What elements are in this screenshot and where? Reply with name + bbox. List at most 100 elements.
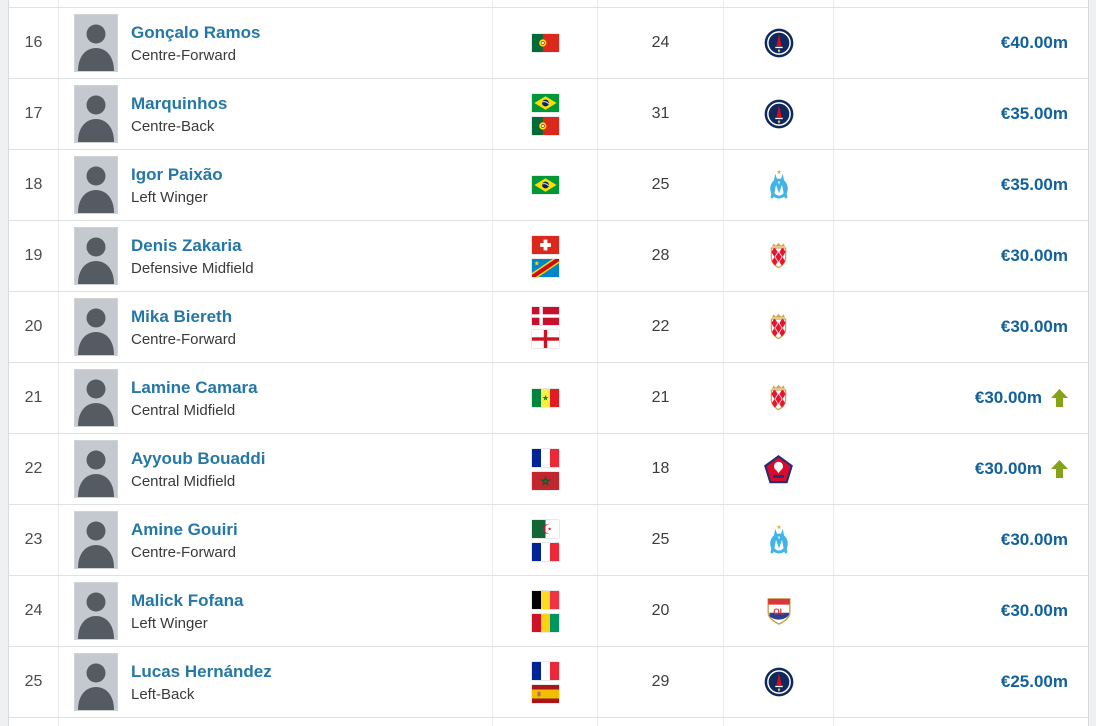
player-name-link[interactable]: Denis Zakaria (131, 235, 242, 255)
age: 18 (651, 460, 670, 477)
partial-row (9, 0, 1088, 8)
partial-cell (598, 718, 724, 726)
age: 25 (651, 531, 670, 548)
table-row: 21 Lamine Camara Central Midfield 21 €30.00m (9, 363, 1088, 434)
market-value-cell: €40.00m (834, 8, 1088, 78)
table-row: 24 Malick Fofana Left Winger 20 OL €30.00m (9, 576, 1088, 647)
flag-senegal-icon (531, 389, 559, 407)
partial-cell (59, 0, 493, 7)
rank: 23 (24, 531, 43, 548)
rank: 22 (24, 460, 43, 477)
player-text: Denis Zakaria Defensive Midfield (131, 236, 254, 277)
age-cell: 29 (598, 647, 724, 717)
club-cell (724, 363, 834, 433)
market-value-cell: €30.00m (834, 434, 1088, 504)
rank-cell: 22 (9, 434, 59, 504)
club-badge-olympique-marseille-icon[interactable] (764, 169, 794, 201)
table-row: 18 Igor Paixão Left Winger 25 €35.00m (9, 150, 1088, 221)
flag-denmark-icon (531, 306, 559, 325)
nationality-cell (493, 221, 598, 291)
player-name-link[interactable]: Gonçalo Ramos (131, 22, 261, 42)
club-badge-as-monaco-icon[interactable] (766, 242, 791, 271)
table-row: 19 Denis Zakaria Defensive Midfield 28 €30.0… (9, 221, 1088, 292)
player-name-link[interactable]: Amine Gouiri (131, 519, 238, 539)
partial-cell (59, 718, 493, 726)
player-photo[interactable] (74, 85, 118, 143)
club-badge-paris-saint-germain-icon[interactable] (764, 99, 794, 129)
player-photo[interactable] (74, 653, 118, 711)
age-cell: 24 (598, 8, 724, 78)
club-cell (724, 79, 834, 149)
rank: 17 (24, 105, 43, 122)
nationality-cell (493, 8, 598, 78)
player-photo[interactable] (74, 440, 118, 498)
player-photo[interactable] (74, 369, 118, 427)
club-badge-as-monaco-icon[interactable] (766, 384, 791, 413)
player-text: Lamine Camara Central Midfield (131, 378, 258, 419)
market-value-cell: €30.00m (834, 505, 1088, 575)
player-photo[interactable] (74, 227, 118, 285)
age: 31 (651, 105, 670, 122)
club-badge-olympique-marseille-icon[interactable] (764, 524, 794, 556)
club-badge-paris-saint-germain-icon[interactable] (764, 28, 794, 58)
player-photo[interactable] (74, 298, 118, 356)
player-text: Lucas Hernández Left-Back (131, 662, 272, 703)
rank: 20 (24, 318, 43, 335)
table-row: 22 Ayyoub Bouaddi Central Midfield 18 €30.00… (9, 434, 1088, 505)
flag-england-icon (531, 329, 559, 348)
player-cell: Marquinhos Centre-Back (59, 79, 493, 149)
club-cell (724, 434, 834, 504)
player-text: Gonçalo Ramos Centre-Forward (131, 23, 260, 64)
partial-cell (598, 0, 724, 7)
rank-cell: 25 (9, 647, 59, 717)
age-cell: 21 (598, 363, 724, 433)
player-text: Igor Paixão Left Winger (131, 165, 223, 206)
market-value: €30.00m (1000, 530, 1068, 549)
age-cell: 22 (598, 292, 724, 362)
age-cell: 20 (598, 576, 724, 646)
player-text: Ayyoub Bouaddi Central Midfield (131, 449, 265, 490)
player-name-link[interactable]: Marquinhos (131, 93, 228, 113)
player-name-link[interactable]: Lucas Hernández (131, 661, 272, 681)
player-text: Marquinhos Centre-Back (131, 94, 227, 135)
player-name-link[interactable]: Mika Biereth (131, 306, 233, 326)
player-name-link[interactable]: Lamine Camara (131, 377, 258, 397)
player-position: Centre-Forward (131, 543, 237, 561)
rank: 18 (24, 176, 43, 193)
market-value: €30.00m (1000, 601, 1068, 620)
player-position: Left Winger (131, 188, 208, 206)
market-value-table: 16 Gonçalo Ramos Centre-Forward 24 €40.00m 17… (8, 0, 1089, 726)
market-value: €25.00m (1000, 672, 1068, 691)
partial-cell (724, 0, 834, 7)
club-badge-olympique-lyon-icon[interactable]: OL (766, 597, 792, 626)
age-cell: 31 (598, 79, 724, 149)
player-cell: Igor Paixão Left Winger (59, 150, 493, 220)
club-badge-losc-lille-icon[interactable] (764, 454, 793, 484)
player-position: Defensive Midfield (131, 259, 254, 277)
player-photo[interactable] (74, 511, 118, 569)
player-photo[interactable] (74, 156, 118, 214)
market-value: €30.00m (1000, 246, 1068, 265)
partial-cell (493, 0, 598, 7)
green-up-arrow-icon (1051, 460, 1068, 478)
club-badge-paris-saint-germain-icon[interactable] (764, 667, 794, 697)
green-up-arrow-icon (1051, 389, 1068, 407)
player-name-link[interactable]: Igor Paixão (131, 164, 223, 184)
market-value-cell: €30.00m (834, 221, 1088, 291)
rank-cell: 21 (9, 363, 59, 433)
player-photo[interactable] (74, 582, 118, 640)
player-cell: Mika Biereth Centre-Forward (59, 292, 493, 362)
flag-france-icon (531, 661, 559, 680)
flag-france-icon (531, 448, 559, 467)
table-row: 16 Gonçalo Ramos Centre-Forward 24 €40.00m (9, 8, 1088, 79)
player-position: Left Winger (131, 614, 208, 632)
player-photo[interactable] (74, 14, 118, 72)
player-name-link[interactable]: Malick Fofana (131, 590, 244, 610)
nationality-cell (493, 79, 598, 149)
age: 20 (651, 602, 670, 619)
club-badge-as-monaco-icon[interactable] (766, 313, 791, 342)
flag-switzerland-icon (531, 235, 559, 254)
age-cell: 25 (598, 505, 724, 575)
rank-cell: 16 (9, 8, 59, 78)
player-name-link[interactable]: Ayyoub Bouaddi (131, 448, 266, 468)
